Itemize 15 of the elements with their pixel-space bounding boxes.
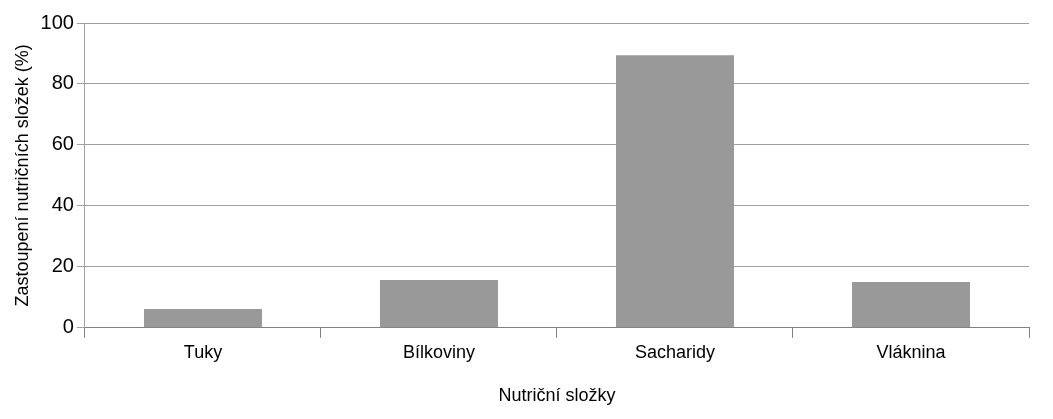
y-tick-label: 100 bbox=[40, 10, 74, 33]
y-tick-label: 20 bbox=[51, 254, 74, 277]
x-tick-label: Vláknina bbox=[876, 341, 947, 362]
bar bbox=[143, 308, 262, 328]
y-tick-label: 40 bbox=[51, 193, 74, 216]
y-tick-label: 80 bbox=[51, 71, 74, 94]
x-tick-label: Tuky bbox=[183, 341, 223, 362]
y-axis-title: Zastoupení nutričních složek (%) bbox=[11, 44, 32, 307]
y-tick-label: 0 bbox=[62, 315, 74, 338]
x-tick-label: Sacharidy bbox=[634, 341, 716, 362]
x-tick-label: Bílkoviny bbox=[402, 341, 475, 362]
bar bbox=[379, 279, 498, 328]
x-axis-title: Nutriční složky bbox=[498, 385, 616, 406]
bar bbox=[851, 282, 970, 328]
y-tick-label: 60 bbox=[51, 132, 74, 155]
